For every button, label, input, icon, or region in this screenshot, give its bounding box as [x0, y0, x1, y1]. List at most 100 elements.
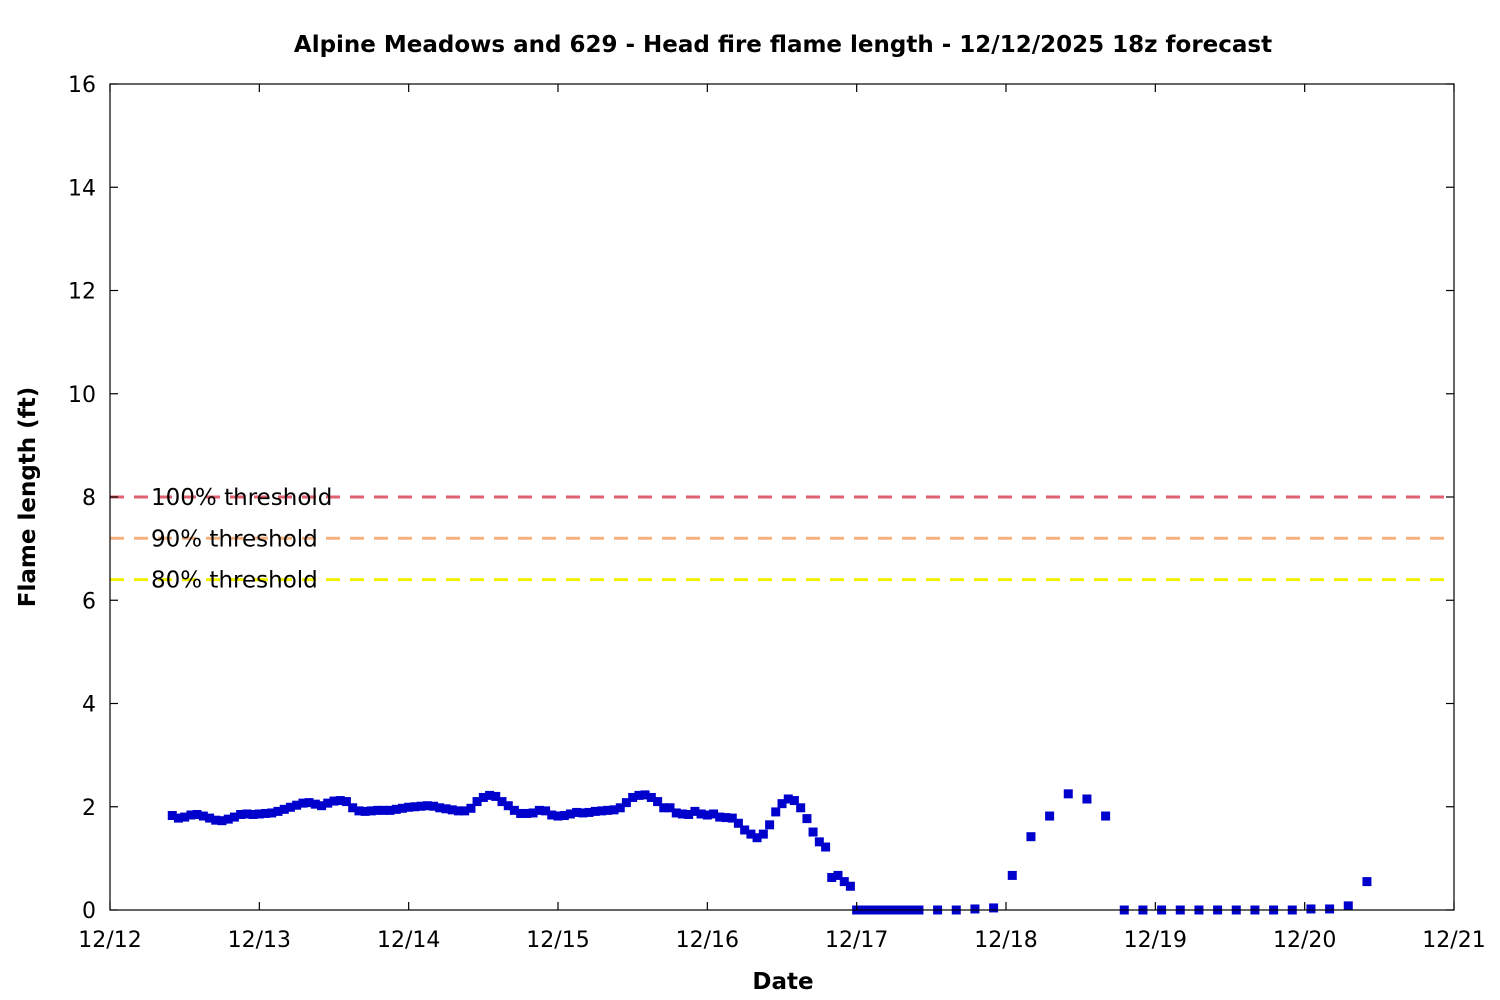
- data-point: [621, 798, 631, 808]
- data-point: [715, 812, 725, 822]
- data-point: [559, 811, 569, 821]
- threshold-label: 100% threshold: [151, 485, 332, 511]
- data-point: [547, 810, 557, 820]
- data-point: [373, 805, 383, 815]
- y-axis: 0 2 4 6 8 10 12 14 16: [68, 73, 1454, 924]
- x-tick-label: 12/20: [1273, 928, 1336, 953]
- x-tick-label: 12/13: [228, 928, 291, 953]
- data-point: [777, 799, 787, 809]
- data-point: [366, 806, 376, 816]
- data-point: [746, 829, 756, 839]
- data-point: [198, 811, 208, 821]
- data-point: [597, 806, 607, 816]
- x-tick-label: 12/16: [676, 928, 739, 953]
- y-tick-label: 0: [82, 899, 96, 924]
- data-point: [690, 806, 700, 816]
- data-point: [814, 837, 824, 847]
- data-point: [1101, 811, 1111, 821]
- data-point: [721, 813, 731, 823]
- data-point: [1026, 832, 1036, 842]
- data-point: [273, 806, 283, 816]
- data-point: [758, 829, 768, 839]
- data-point: [771, 807, 781, 817]
- y-tick-label: 2: [82, 796, 96, 821]
- y-tick-label: 14: [68, 176, 96, 201]
- data-point: [821, 842, 831, 852]
- data-point: [503, 801, 513, 811]
- data-point: [609, 805, 619, 815]
- data-point: [478, 792, 488, 802]
- data-point: [671, 808, 681, 818]
- data-point: [180, 812, 190, 822]
- data-point: [653, 797, 663, 807]
- threshold-lines: 100% threshold 90% threshold 80% threshold: [110, 485, 1454, 594]
- data-point: [565, 809, 575, 819]
- data-point: [572, 807, 582, 817]
- data-point: [802, 814, 812, 824]
- data-point: [1063, 789, 1073, 799]
- data-point: [397, 803, 407, 813]
- data-point: [460, 806, 470, 816]
- y-tick-label: 12: [68, 280, 96, 305]
- data-point: [435, 803, 445, 813]
- threshold-label: 80% threshold: [151, 568, 318, 594]
- data-point: [615, 803, 625, 813]
- data-point: [497, 797, 507, 807]
- data-point: [696, 809, 706, 819]
- data-point: [254, 809, 264, 819]
- data-point: [447, 805, 457, 815]
- data-point: [765, 820, 775, 830]
- data-point: [516, 808, 526, 818]
- data-point: [1007, 870, 1017, 880]
- data-point: [205, 813, 215, 823]
- y-axis-label: Flame length (ft): [15, 387, 41, 607]
- data-point: [167, 811, 177, 821]
- data-point: [1325, 904, 1335, 914]
- data-point: [223, 814, 233, 824]
- data-point: [727, 813, 737, 823]
- data-point: [472, 797, 482, 807]
- y-tick-label: 8: [82, 486, 96, 511]
- data-point: [833, 870, 843, 880]
- data-point: [298, 798, 308, 808]
- data-point: [236, 809, 246, 819]
- threshold-label: 90% threshold: [151, 526, 318, 552]
- data-point: [628, 792, 638, 802]
- y-tick-label: 6: [82, 589, 96, 614]
- data-point: [217, 816, 227, 826]
- x-tick-label: 12/17: [825, 928, 888, 953]
- data-point: [491, 791, 501, 801]
- data-point: [845, 881, 855, 891]
- data-point: [590, 806, 600, 816]
- data-point: [970, 904, 980, 914]
- data-points: [167, 789, 1372, 915]
- data-point: [509, 805, 519, 815]
- data-point: [808, 827, 818, 837]
- data-point: [485, 790, 495, 800]
- data-point: [192, 809, 202, 819]
- data-point: [385, 805, 395, 815]
- data-point: [267, 808, 277, 818]
- data-point: [665, 803, 675, 813]
- data-point: [553, 811, 563, 821]
- y-tick-label: 10: [68, 383, 96, 408]
- data-point: [640, 790, 650, 800]
- data-point: [646, 792, 656, 802]
- data-point: [186, 810, 196, 820]
- y-tick-label: 4: [82, 693, 96, 718]
- data-point: [528, 808, 538, 818]
- data-point: [404, 802, 414, 812]
- data-point: [348, 803, 358, 813]
- x-axis: 12/12 12/13 12/14 12/15 12/16 12/17 12/18 12/19…: [78, 84, 1486, 953]
- data-point: [341, 797, 351, 807]
- data-point: [740, 825, 750, 835]
- data-point: [1306, 904, 1316, 914]
- data-point: [659, 803, 669, 813]
- data-point: [410, 802, 420, 812]
- data-point: [304, 798, 314, 808]
- data-point: [634, 790, 644, 800]
- data-point: [441, 804, 451, 814]
- data-point: [466, 803, 476, 813]
- data-point: [522, 808, 532, 818]
